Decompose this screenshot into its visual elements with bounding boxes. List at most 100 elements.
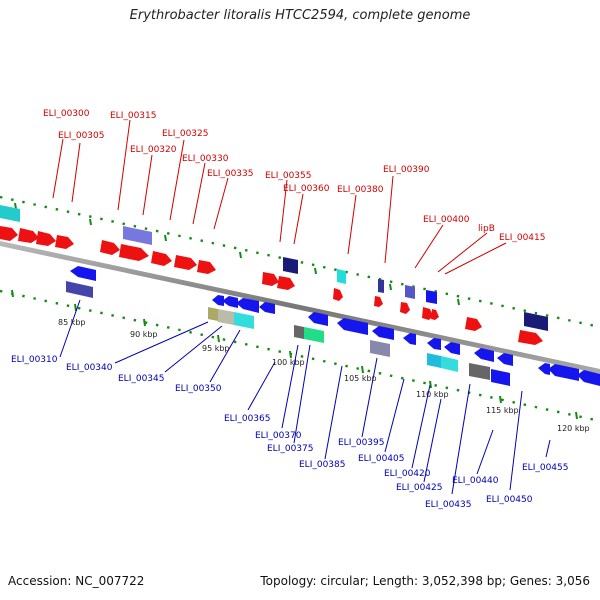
gene-arrow <box>337 318 368 335</box>
gene-arrow <box>174 255 197 270</box>
leader-line <box>293 193 304 245</box>
tick-mark <box>89 218 92 226</box>
gene-label: ELI_00315 <box>110 111 157 121</box>
gene-arrow <box>308 312 328 326</box>
topology-text: Topology: circular; Length: 3,052,398 bp… <box>260 574 590 588</box>
gene-label: ELI_00455 <box>522 463 569 473</box>
tick-mark <box>314 267 317 275</box>
gene-label: ELI_00320 <box>130 145 177 155</box>
tick-mark <box>74 303 77 312</box>
gene-arrow <box>538 363 550 375</box>
gene-arrow <box>262 272 279 286</box>
genome-backbone <box>0 241 600 374</box>
gene-arrow <box>333 288 343 301</box>
gene-label: ELI_00330 <box>182 154 229 164</box>
gene-label: ELI_00380 <box>337 185 384 195</box>
forward-genes <box>0 226 543 345</box>
leader-line <box>384 175 394 264</box>
leader-line <box>451 383 471 495</box>
feature-block <box>304 327 324 343</box>
gene-arrow <box>518 330 543 345</box>
gene-arrow <box>259 302 275 314</box>
scale-label: 95 kbp <box>202 344 230 353</box>
leader-line <box>59 299 81 358</box>
feature-block <box>427 353 441 368</box>
leader-line <box>164 325 223 373</box>
gene-arrow <box>444 342 460 355</box>
leader-line <box>411 384 431 469</box>
gene-label: ELI_00450 <box>486 495 533 505</box>
gene-label: ELI_00405 <box>358 454 405 464</box>
feature-block <box>123 226 152 245</box>
tick-marks <box>11 202 578 420</box>
leader-line <box>213 177 229 230</box>
gene-label: ELI_00375 <box>267 444 314 454</box>
gene-arrow <box>36 231 56 246</box>
gene-arrow <box>151 251 172 266</box>
tick-mark <box>499 395 502 404</box>
scale-label: 110 kbp <box>416 390 449 399</box>
gene-label: ELI_00385 <box>299 460 346 470</box>
gene-arrow <box>236 298 259 313</box>
gene-arrow <box>474 348 494 362</box>
gene-arrow <box>18 228 39 243</box>
gene-arrow <box>422 307 433 320</box>
leader-line <box>114 321 209 364</box>
feature-block <box>491 369 510 386</box>
feature-block <box>441 356 458 372</box>
leader-line <box>142 154 153 216</box>
feature-block <box>283 257 298 274</box>
gene-label: ELI_00350 <box>175 384 222 394</box>
leader-line <box>509 390 523 491</box>
feature-block <box>370 340 390 357</box>
tick-mark <box>575 411 578 420</box>
tick-mark <box>14 202 17 210</box>
tick-mark <box>143 318 146 327</box>
feature-block <box>337 269 346 284</box>
gene-label: ELI_00365 <box>224 414 271 424</box>
gene-arrow <box>400 302 410 314</box>
top-gene-labels: ELI_00300 ELI_00305 ELI_00315 ELI_00320 … <box>43 109 546 243</box>
gene-arrow <box>548 364 579 381</box>
tick-mark <box>11 289 14 298</box>
leader-line <box>279 179 288 243</box>
leader-line <box>71 142 81 203</box>
gene-label: ELI_00440 <box>452 476 499 486</box>
feature-block <box>0 205 20 222</box>
gene-arrow <box>55 235 74 249</box>
gene-arrow <box>0 226 18 241</box>
leader-line <box>52 138 64 199</box>
scale-label: 120 kbp <box>557 424 590 433</box>
leader-line <box>281 344 299 429</box>
feature-block <box>405 285 415 299</box>
gene-arrow <box>431 309 439 320</box>
gene-label: ELI_00335 <box>207 169 254 179</box>
gene-arrow <box>403 333 416 345</box>
feature-block <box>426 290 437 304</box>
bottom-leader-lines <box>59 299 551 495</box>
gene-label: ELI_00370 <box>255 431 302 441</box>
tick-mark <box>239 251 242 259</box>
gene-label: ELI_00420 <box>384 469 431 479</box>
leader-line <box>347 194 357 255</box>
reverse-other-features <box>66 281 510 386</box>
leader-line <box>384 378 405 453</box>
scale-labels: 85 kbp 90 kbp 95 kbp 100 kbp 105 kbp 110… <box>58 318 590 433</box>
scale-label: 85 kbp <box>58 318 86 327</box>
gene-label: ELI_00360 <box>283 184 330 194</box>
accession-text: Accession: NC_007722 <box>8 574 145 588</box>
leader-line <box>192 162 206 225</box>
leader-line <box>545 439 551 458</box>
gene-label: ELI_00435 <box>425 500 472 510</box>
gene-label: ELI_00395 <box>338 438 385 448</box>
leader-line <box>423 398 442 483</box>
bottom-gene-labels: ELI_00310 ELI_00340 ELI_00345 ELI_00350 … <box>11 355 569 510</box>
scale-label: 115 kbp <box>486 406 519 415</box>
leader-line <box>361 357 378 438</box>
gene-arrow <box>277 276 295 290</box>
gene-label: ELI_00310 <box>11 355 58 365</box>
tick-mark <box>457 298 460 306</box>
gene-label: ELI_00400 <box>423 215 470 225</box>
tick-mark <box>389 283 392 291</box>
